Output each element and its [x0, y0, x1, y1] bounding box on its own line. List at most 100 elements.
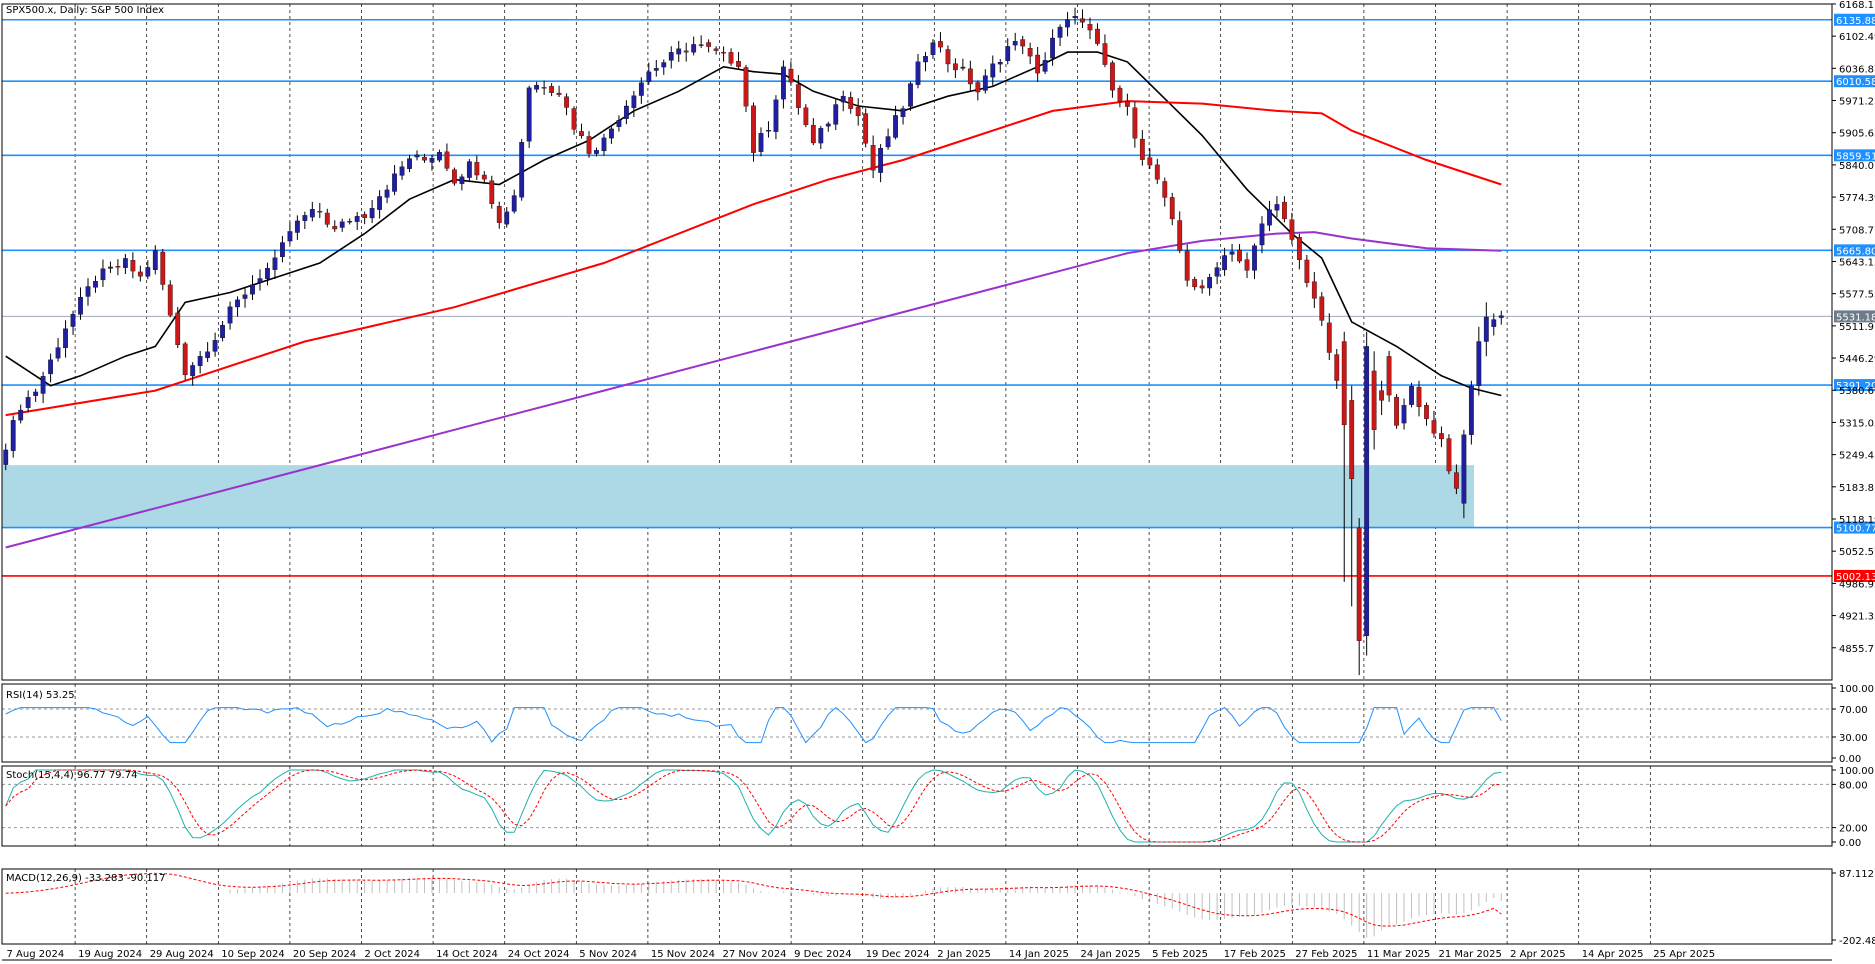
support-zone: [2, 465, 1474, 528]
candle-body: [781, 66, 786, 100]
candle-body: [698, 44, 704, 46]
macd-label: MACD(12,26,9) -33.283 -90.117: [6, 873, 166, 884]
candle-body: [10, 420, 16, 451]
candle-body: [1177, 220, 1183, 251]
x-tick-label: 5 Feb 2025: [1152, 949, 1208, 960]
candle-body: [519, 142, 525, 198]
y-tick-label: 5118.19: [1839, 515, 1875, 526]
candle-body: [489, 180, 495, 204]
y-tick-label: 5708.77: [1839, 225, 1875, 236]
y-tick-label: 5052.57: [1839, 547, 1875, 558]
candle-body: [938, 41, 943, 48]
candle-body: [93, 281, 98, 288]
level-tag: [1834, 75, 1875, 88]
panel-frame: [1, 765, 1833, 847]
candle-body: [1169, 197, 1175, 220]
candle-body: [967, 68, 973, 85]
candle-body: [1222, 255, 1227, 271]
candle-body: [751, 105, 756, 153]
candle-body: [803, 107, 809, 126]
candle-body: [1386, 356, 1392, 396]
rsi-tick-label: 70.00: [1839, 705, 1868, 716]
candle-body: [1409, 385, 1414, 405]
candle-body: [1252, 245, 1257, 271]
candle-body: [1259, 223, 1265, 246]
candle-body: [638, 82, 644, 96]
candle-body: [1371, 370, 1377, 430]
candle-body: [878, 147, 884, 173]
candle-body: [1364, 346, 1370, 636]
candle-body: [78, 297, 83, 315]
grid: [74, 4, 1651, 944]
candle-body: [623, 105, 629, 119]
candle-body: [302, 215, 308, 221]
candle-body: [691, 44, 697, 53]
candle-body: [212, 340, 218, 352]
candle-body: [1416, 386, 1422, 407]
y-tick-label: 5971.25: [1839, 97, 1875, 108]
level-tag-label: 5859.51: [1836, 151, 1875, 162]
candle-body: [594, 150, 599, 154]
candle-body: [332, 226, 338, 230]
candle-body: [1132, 107, 1138, 139]
candle-body: [130, 260, 136, 272]
y-tick-label: 6036.87: [1839, 64, 1875, 75]
candle-body: [1080, 18, 1085, 23]
chart-title: SPX500.x, Daily: S&P 500 Index: [6, 5, 164, 16]
candle-body: [1199, 285, 1205, 289]
candle-body: [810, 124, 816, 144]
x-tick-label: 29 Aug 2024: [150, 949, 214, 960]
x-tick-label: 24 Jan 2025: [1081, 949, 1141, 960]
candle-body: [833, 104, 839, 125]
candle-body: [452, 169, 457, 184]
candle-body: [235, 299, 240, 308]
panel-frame: [1, 3, 1833, 681]
macd-tick-label: 87.112: [1839, 869, 1874, 880]
x-tick-label: 10 Sep 2024: [221, 949, 284, 960]
candle-body: [840, 96, 846, 103]
candle-body: [616, 120, 622, 127]
candle-body: [1274, 204, 1280, 211]
stoch-main-line: [5, 769, 1502, 843]
candle-body: [399, 166, 405, 176]
y-tick-label: 5774.39: [1839, 193, 1875, 204]
candle-body: [339, 221, 345, 228]
candle-body: [668, 52, 674, 61]
candle-body: [818, 128, 824, 144]
candle-body: [541, 87, 547, 89]
candle-body: [1237, 249, 1242, 262]
candle-body: [354, 216, 360, 222]
candle-body: [1311, 281, 1317, 299]
rsi-label: RSI(14) 53.25: [6, 690, 75, 701]
panel-frame: [1, 868, 1833, 945]
candle-body: [653, 68, 659, 71]
x-tick-label: 2 Apr 2025: [1510, 949, 1565, 960]
x-tick-label: 2 Jan 2025: [937, 949, 991, 960]
x-tick-label: 14 Oct 2024: [436, 949, 498, 960]
candle-body: [115, 266, 121, 268]
candle-body: [893, 115, 898, 138]
candle-body: [1289, 219, 1295, 240]
candle-body: [1050, 37, 1055, 59]
candle-body: [945, 49, 951, 65]
x-tick-label: 27 Feb 2025: [1295, 949, 1357, 960]
candle-body: [975, 82, 981, 93]
candle-body: [579, 131, 584, 136]
candle-body: [377, 196, 383, 210]
level-tag-label: 5391.20: [1836, 381, 1875, 392]
x-tick-label: 27 Nov 2024: [723, 949, 787, 960]
candle-body: [100, 268, 106, 281]
candle-body: [586, 136, 592, 154]
candle-body: [1117, 87, 1123, 102]
macd-signal-line: [5, 872, 1502, 927]
candle-body: [631, 95, 637, 108]
candle-body: [1334, 354, 1340, 381]
candle-body: [1229, 251, 1235, 255]
stoch-tick-label: 0.00: [1839, 838, 1861, 849]
candle-body: [1095, 28, 1100, 44]
candle-body: [429, 157, 435, 163]
sma_long-line: [5, 231, 1502, 549]
candle-body: [1012, 41, 1018, 46]
level-tag: [1834, 13, 1875, 26]
